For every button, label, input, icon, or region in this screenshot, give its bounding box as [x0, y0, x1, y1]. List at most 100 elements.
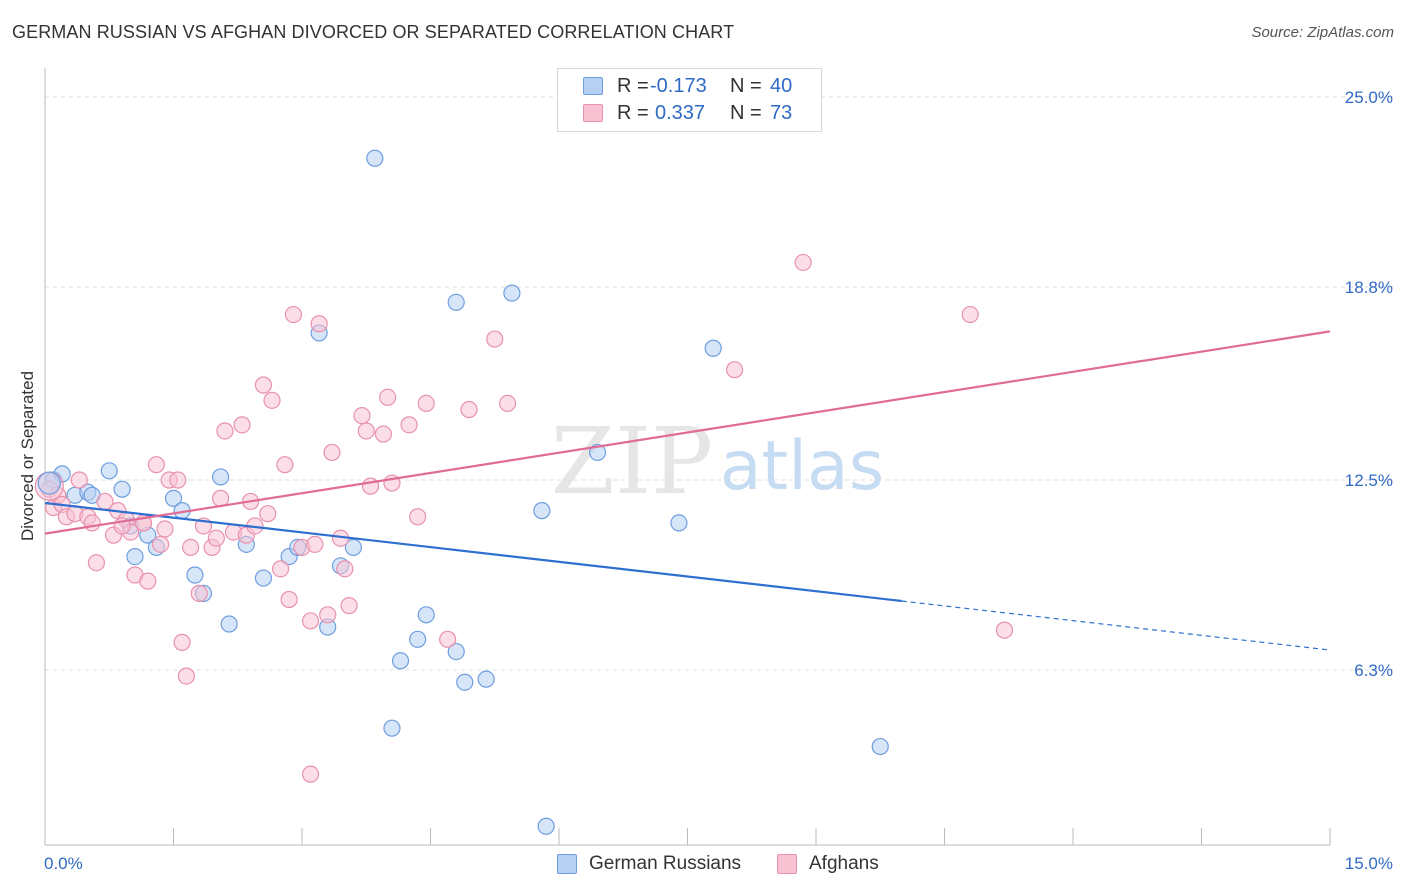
- german-russians-point: [417, 606, 435, 624]
- series-name: German Russians: [589, 853, 742, 874]
- afghans-point: [439, 630, 457, 648]
- afghans-point: [301, 612, 320, 630]
- afghans-point: [169, 471, 187, 489]
- y-tick-label: 18.8%: [1345, 278, 1393, 297]
- x-tick-label-max: 15.0%: [1345, 854, 1393, 873]
- afghans-point: [216, 422, 234, 440]
- source-credit: Source: ZipAtlas.com: [1251, 24, 1394, 41]
- afghans-point: [182, 538, 200, 557]
- afghans-point: [87, 554, 106, 572]
- trend-lines: [44, 330, 1331, 651]
- afghans-point: [284, 305, 303, 324]
- afghans-point: [460, 400, 478, 419]
- legend-swatch-pink: [583, 104, 603, 122]
- correlation-legend: R = -0.173 N = 40 R = 0.337 N = 73: [557, 68, 822, 132]
- afghans-point: [409, 508, 427, 526]
- german-russians-point: [391, 652, 410, 670]
- afghans-point: [353, 407, 371, 425]
- afghans-point: [306, 535, 324, 553]
- afghans-point: [323, 443, 341, 462]
- afghans-point: [319, 606, 337, 624]
- series-swatch-pink: [777, 854, 797, 874]
- german-russians-point: [366, 149, 384, 167]
- afghans-point: [301, 765, 320, 783]
- german-russians-point: [186, 566, 204, 584]
- afghans-point: [995, 621, 1014, 639]
- german-russians-point: [871, 737, 889, 756]
- afghans-point: [794, 253, 812, 272]
- german-russians-point: [537, 817, 555, 835]
- german-russians-point: [477, 670, 495, 688]
- german-russians-point: [503, 284, 521, 302]
- german-russians-point: [100, 462, 118, 480]
- afghans-point: [173, 633, 191, 651]
- legend-n-value: 73: [770, 101, 793, 124]
- chart-title: GERMAN RUSSIAN VS AFGHAN DIVORCED OR SEP…: [12, 22, 735, 42]
- afghans-point: [499, 394, 517, 412]
- afghans-point: [340, 597, 358, 615]
- legend-n-label: N =: [730, 74, 762, 97]
- afghans-point: [357, 422, 375, 440]
- axes: [44, 68, 1331, 846]
- afghans-point: [233, 416, 251, 434]
- legend-r-label: R =: [617, 101, 649, 124]
- afghans-point: [961, 305, 979, 324]
- german-russians-point: [113, 480, 131, 498]
- german-russians-point: [254, 569, 273, 587]
- series-legend-afghans: Afghans: [777, 852, 879, 876]
- afghans-point: [212, 489, 230, 507]
- afghans-point: [139, 572, 157, 590]
- german-russians-point: [126, 547, 144, 566]
- german-russians-point: [383, 719, 401, 737]
- afghans-point: [177, 667, 195, 685]
- watermark-atlas: atlas: [720, 427, 884, 506]
- german-russians-point: [220, 615, 238, 633]
- watermark: ZIP atlas: [551, 408, 884, 515]
- afghans-point: [147, 456, 165, 474]
- legend-swatch-blue: [583, 77, 603, 95]
- german-russians-point: [212, 468, 230, 486]
- afghans-point: [280, 590, 298, 609]
- afghans-point: [156, 520, 174, 538]
- y-tick-label: 25.0%: [1345, 88, 1393, 107]
- afghans-point: [417, 394, 435, 412]
- legend-n-label: N =: [730, 101, 762, 124]
- afghans-point: [726, 361, 744, 379]
- german-russians-point: [456, 673, 474, 691]
- y-tick-label: 6.3%: [1354, 661, 1393, 680]
- series-swatch-blue: [557, 854, 577, 874]
- german-russians-point: [447, 642, 465, 661]
- afghans-point: [486, 330, 504, 348]
- afghans-point: [374, 425, 392, 443]
- german-russians-point: [447, 293, 465, 311]
- german-russians-trendline: [44, 501, 902, 603]
- afghans-point: [259, 505, 277, 523]
- legend-r-value: 0.337: [655, 101, 706, 124]
- german-russians-point: [588, 443, 607, 462]
- afghans-point: [400, 416, 418, 434]
- legend-r-label: R =: [617, 74, 649, 97]
- afghans-trendline: [44, 330, 1331, 535]
- series-legend-german-russians: German Russians: [557, 852, 741, 876]
- tick-labels: 6.3% 12.5% 18.8% 25.0% 0.0% 15.0%: [44, 88, 1393, 873]
- legend-r-value: -0.173: [650, 74, 707, 97]
- german-russians-point: [704, 339, 722, 357]
- legend-n-value: 40: [770, 74, 793, 97]
- german-russians-point: [344, 538, 362, 557]
- german-russians-point: [670, 514, 688, 532]
- german-russians-point: [164, 489, 183, 507]
- german-russians-point: [409, 630, 427, 648]
- german-russians-point: [37, 471, 61, 495]
- german-russians-trendline-extension: [901, 600, 1331, 651]
- afghans-point: [310, 315, 328, 333]
- afghans-point: [276, 456, 294, 474]
- afghans-point: [207, 529, 225, 547]
- german-russians-point: [533, 502, 551, 520]
- afghans-point: [254, 376, 273, 394]
- afghans-point: [271, 560, 290, 578]
- afghans-point: [152, 535, 170, 553]
- afghans-point: [83, 514, 101, 532]
- grid-lines: [45, 96, 1393, 671]
- afghans-point: [336, 560, 354, 578]
